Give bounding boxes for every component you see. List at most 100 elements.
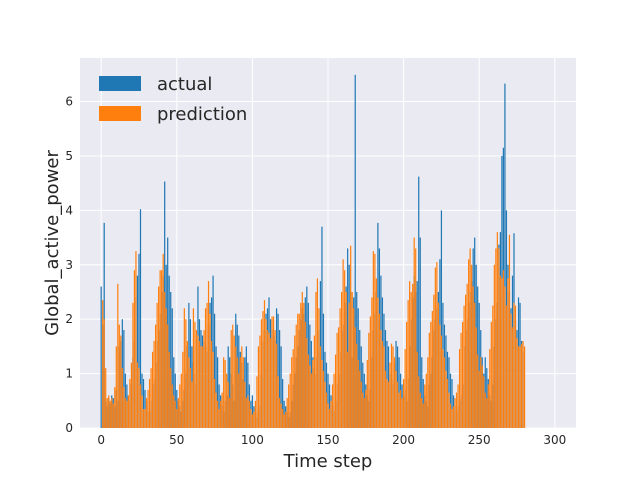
prediction-bar xyxy=(212,351,214,428)
prediction-bar xyxy=(446,379,449,428)
x-tick-label: 0 xyxy=(97,433,105,447)
prediction-bar xyxy=(218,408,220,428)
actual-bar xyxy=(173,357,175,428)
prediction-bar xyxy=(109,400,111,428)
prediction-bar xyxy=(407,300,409,428)
prediction-bar xyxy=(398,392,400,428)
actual-bar xyxy=(229,357,231,428)
prediction-bar xyxy=(274,330,276,428)
prediction-bar xyxy=(217,400,219,428)
prediction-bar xyxy=(183,308,185,428)
prediction-bar xyxy=(220,400,222,428)
prediction-bar xyxy=(519,346,521,428)
prediction-bar xyxy=(142,408,145,428)
prediction-bar xyxy=(330,400,332,428)
prediction-bar xyxy=(289,373,291,428)
actual-bar xyxy=(504,83,506,428)
prediction-bar xyxy=(186,340,188,428)
prediction-bar xyxy=(448,392,450,428)
actual-bar xyxy=(327,373,329,428)
prediction-bar xyxy=(145,398,148,428)
prediction-bar xyxy=(375,278,377,428)
actual-bar xyxy=(170,291,172,428)
prediction-bar xyxy=(283,414,285,428)
prediction-bar xyxy=(522,340,524,428)
prediction-bar xyxy=(286,398,288,428)
prediction-bar xyxy=(356,343,358,428)
prediction-bar xyxy=(442,349,444,428)
actual-bar xyxy=(354,74,356,429)
prediction-bar xyxy=(517,346,520,428)
actual-bar xyxy=(421,357,423,428)
actual-bar xyxy=(279,330,281,428)
prediction-bar xyxy=(347,351,349,428)
y-tick-label: 0 xyxy=(65,421,73,435)
prediction-bar xyxy=(147,389,149,428)
prediction-bar xyxy=(478,370,480,428)
prediction-bar xyxy=(428,332,430,428)
prediction-bar xyxy=(377,297,379,428)
actual-bar xyxy=(440,210,443,428)
prediction-bar xyxy=(256,376,258,428)
prediction-bar xyxy=(368,332,370,428)
prediction-bar xyxy=(514,305,517,428)
prediction-bar xyxy=(511,327,514,428)
prediction-bar xyxy=(440,335,443,428)
prediction-bar xyxy=(404,349,406,428)
prediction-bar xyxy=(130,362,133,428)
x-axis-label: Time step xyxy=(283,451,373,472)
prediction-bar xyxy=(384,370,387,428)
prediction-bar xyxy=(259,335,261,428)
prediction-bar xyxy=(272,316,275,428)
prediction-bar xyxy=(374,253,376,428)
prediction-bar xyxy=(452,406,455,428)
bars xyxy=(100,74,526,429)
prediction-bar xyxy=(232,324,234,428)
prediction-bar xyxy=(499,275,501,428)
prediction-bar xyxy=(288,384,290,428)
prediction-bar xyxy=(188,357,190,428)
prediction-bar xyxy=(269,338,272,428)
y-tick-labels: 0 1 2 3 4 5 6 xyxy=(65,95,73,435)
y-axis-label: Global_active_power xyxy=(42,150,63,336)
prediction-bar xyxy=(508,234,511,428)
y-tick-label: 3 xyxy=(65,258,73,272)
actual-bar xyxy=(100,286,102,428)
prediction-bar xyxy=(239,357,241,428)
prediction-bar xyxy=(418,376,420,428)
prediction-bar xyxy=(315,291,317,428)
prediction-bar xyxy=(127,395,129,428)
prediction-bar xyxy=(148,379,151,428)
prediction-bar xyxy=(155,324,157,428)
actual-bar xyxy=(478,302,480,428)
prediction-bar xyxy=(387,381,390,428)
prediction-bar xyxy=(123,387,125,428)
prediction-bar xyxy=(189,368,191,428)
prediction-bar xyxy=(386,379,388,428)
prediction-bar xyxy=(108,395,110,428)
prediction-bar xyxy=(194,321,196,428)
prediction-bar xyxy=(516,338,518,428)
x-tick-label: 300 xyxy=(543,433,566,447)
prediction-bar xyxy=(173,395,175,428)
prediction-bar xyxy=(114,387,116,428)
prediction-bar xyxy=(480,357,482,428)
legend: actual prediction xyxy=(99,74,247,125)
prediction-bar xyxy=(209,313,211,428)
prediction-bar xyxy=(389,362,391,428)
prediction-bar xyxy=(492,305,494,428)
prediction-bar xyxy=(303,302,305,428)
prediction-bar xyxy=(153,340,155,428)
prediction-bar xyxy=(457,384,459,428)
prediction-bar xyxy=(176,408,178,428)
actual-bar xyxy=(347,248,349,428)
prediction-bar xyxy=(117,283,119,428)
prediction-bar xyxy=(300,302,302,428)
prediction-bar xyxy=(245,398,247,428)
prediction-bar xyxy=(454,398,456,428)
actual-bar xyxy=(139,209,142,428)
prediction-bar xyxy=(207,281,210,428)
prediction-bar xyxy=(150,368,152,428)
prediction-bar xyxy=(241,346,243,428)
